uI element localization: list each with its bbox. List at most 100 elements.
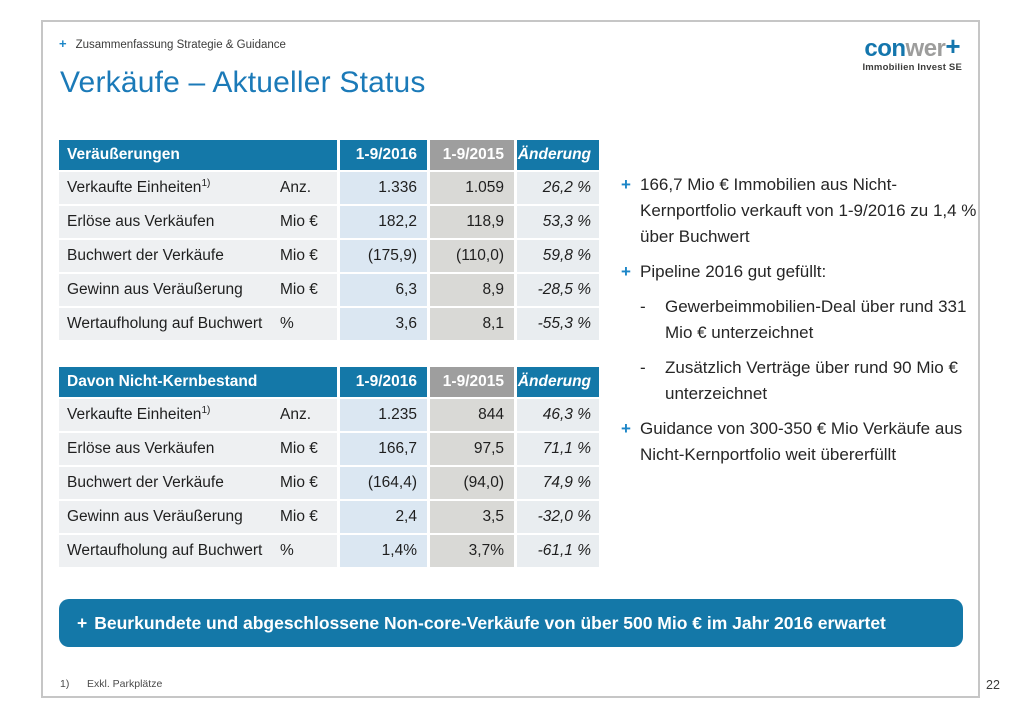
row-label-cell: Buchwert der Verkäufe Mio € <box>59 467 337 499</box>
logo-part-gray: wer <box>905 35 946 62</box>
sub-bullet-item: - Gewerbeimmobilien-Deal über rund 331 Mi… <box>640 294 977 346</box>
table-row: Gewinn aus Veräußerung Mio € 6,3 8,9 -28,5 % <box>59 274 599 306</box>
row-label: Wertaufholung auf Buchwert <box>67 315 263 332</box>
table-row: Erlöse aus Verkäufen Mio € 182,2 118,9 53,3 … <box>59 206 599 238</box>
footnote: 1) Exkl. Parkplätze <box>60 678 162 690</box>
value-change: 59,8 % <box>517 240 599 272</box>
table-row: Verkaufte Einheiten1) Anz. 1.235 844 46,3 % <box>59 399 599 431</box>
row-label: Buchwert der Verkäufe <box>67 247 224 264</box>
table-header-row: Veräußerungen 1-9/2016 1-9/2015 Änderung <box>59 140 599 170</box>
sub-bullet-item: - Zusätzlich Verträge über rund 90 Mio € … <box>640 355 977 407</box>
dash-icon: - <box>640 358 646 377</box>
bullet-text: Gewerbeimmobilien-Deal über rund 331 Mio… <box>665 297 967 342</box>
value-2015: 8,9 <box>430 274 514 306</box>
value-2015: 118,9 <box>430 206 514 238</box>
value-change: -55,3 % <box>517 308 599 340</box>
row-unit: % <box>280 315 294 332</box>
row-label-cell: Gewinn aus Veräußerung Mio € <box>59 274 337 306</box>
slide: + Zusammenfassung Strategie & Guidance Ve… <box>41 20 980 698</box>
footnote-ref: 1) <box>60 678 70 690</box>
bullet-item: + Pipeline 2016 gut gefüllt: <box>621 259 977 285</box>
footnote-text: Exkl. Parkplätze <box>87 678 163 690</box>
bullet-item: + Guidance von 300-350 € Mio Verkäufe aus… <box>621 416 977 468</box>
table-row: Buchwert der Verkäufe Mio € (164,4) (94,0) 7… <box>59 467 599 499</box>
value-2015: 97,5 <box>430 433 514 465</box>
value-2016: 182,2 <box>340 206 427 238</box>
logo-wordmark: conwer+ <box>862 33 962 62</box>
bullet-text: Pipeline 2016 gut gefüllt: <box>640 262 827 281</box>
dash-icon: - <box>640 297 646 316</box>
bullet-text: Guidance von 300-350 € Mio Verkäufe aus … <box>640 419 963 464</box>
row-label: Verkaufte Einheiten1) <box>67 177 211 196</box>
value-2016: 2,4 <box>340 501 427 533</box>
table-row: Verkaufte Einheiten1) Anz. 1.336 1.059 26,2 … <box>59 172 599 204</box>
plus-icon: + <box>59 36 67 51</box>
value-2015: 3,7% <box>430 535 514 567</box>
plus-icon: + <box>77 612 88 633</box>
value-2015: (94,0) <box>430 467 514 499</box>
row-label-cell: Erlöse aus Verkäufen Mio € <box>59 206 337 238</box>
row-label: Verkaufte Einheiten1) <box>67 404 211 423</box>
bullet-text: Zusätzlich Verträge über rund 90 Mio € u… <box>665 358 958 403</box>
row-unit: Mio € <box>280 508 318 525</box>
table-veraeusserungen: Veräußerungen 1-9/2016 1-9/2015 Änderung Ver… <box>59 140 599 342</box>
value-2015: (110,0) <box>430 240 514 272</box>
value-change: -32,0 % <box>517 501 599 533</box>
value-2016: 1,4% <box>340 535 427 567</box>
column-header-2015: 1-9/2015 <box>430 140 514 170</box>
value-change: 53,3 % <box>517 206 599 238</box>
row-unit: Mio € <box>280 247 318 264</box>
row-label: Erlöse aus Verkäufen <box>67 440 215 457</box>
value-2016: 1.235 <box>340 399 427 431</box>
row-label: Gewinn aus Veräußerung <box>67 508 243 525</box>
value-2016: 166,7 <box>340 433 427 465</box>
footnote-marker: 1) <box>201 177 211 189</box>
column-header-2015: 1-9/2015 <box>430 367 514 397</box>
logo-subtitle: Immobilien Invest SE <box>862 62 962 73</box>
value-change: -28,5 % <box>517 274 599 306</box>
table-row: Wertaufholung auf Buchwert% 3,6 8,1 -55,3 % <box>59 308 599 340</box>
table-title-cell: Veräußerungen <box>59 140 337 170</box>
plus-icon: + <box>621 262 631 281</box>
column-header-change: Änderung <box>517 140 599 170</box>
value-change: 26,2 % <box>517 172 599 204</box>
value-2016: 3,6 <box>340 308 427 340</box>
row-label-cell: Wertaufholung auf Buchwert% <box>59 535 337 567</box>
row-label-cell: Buchwert der Verkäufe Mio € <box>59 240 337 272</box>
row-unit: Mio € <box>280 440 318 457</box>
column-header-change: Änderung <box>517 367 599 397</box>
row-unit: Mio € <box>280 281 318 298</box>
table-row: Wertaufholung auf Buchwert% 1,4% 3,7% -61,1… <box>59 535 599 567</box>
row-unit: Mio € <box>280 213 318 230</box>
row-label-cell: Wertaufholung auf Buchwert% <box>59 308 337 340</box>
value-change: 71,1 % <box>517 433 599 465</box>
value-2015: 8,1 <box>430 308 514 340</box>
logo-part-blue: con <box>864 35 906 62</box>
value-2016: (164,4) <box>340 467 427 499</box>
column-header-2016: 1-9/2016 <box>340 367 427 397</box>
value-2015: 1.059 <box>430 172 514 204</box>
breadcrumb: + Zusammenfassung Strategie & Guidance <box>59 36 286 51</box>
row-label-cell: Erlöse aus Verkäufen Mio € <box>59 433 337 465</box>
table-nicht-kernbestand: Davon Nicht-Kernbestand 1-9/2016 1-9/2015 Ä… <box>59 367 599 569</box>
row-unit: Anz. <box>280 179 312 196</box>
value-2015: 844 <box>430 399 514 431</box>
table-row: Erlöse aus Verkäufen Mio € 166,7 97,5 71,1 % <box>59 433 599 465</box>
value-2016: (175,9) <box>340 240 427 272</box>
row-label-cell: Verkaufte Einheiten1) Anz. <box>59 399 337 431</box>
table-title-cell: Davon Nicht-Kernbestand <box>59 367 337 397</box>
footnote-marker: 1) <box>201 404 211 416</box>
value-2016: 6,3 <box>340 274 427 306</box>
value-change: 46,3 % <box>517 399 599 431</box>
breadcrumb-label: Zusammenfassung Strategie & Guidance <box>75 39 286 51</box>
plus-icon: + <box>621 175 631 194</box>
row-label: Wertaufholung auf Buchwert <box>67 542 263 559</box>
row-unit: Mio € <box>280 474 318 491</box>
row-label-cell: Gewinn aus Veräußerung Mio € <box>59 501 337 533</box>
company-logo: conwer+ Immobilien Invest SE <box>862 33 962 73</box>
bullet-text: 166,7 Mio € Immobilien aus Nicht-Kernpor… <box>640 175 977 246</box>
row-label: Buchwert der Verkäufe <box>67 474 224 491</box>
row-unit: % <box>280 542 294 559</box>
row-label: Gewinn aus Veräußerung <box>67 281 243 298</box>
